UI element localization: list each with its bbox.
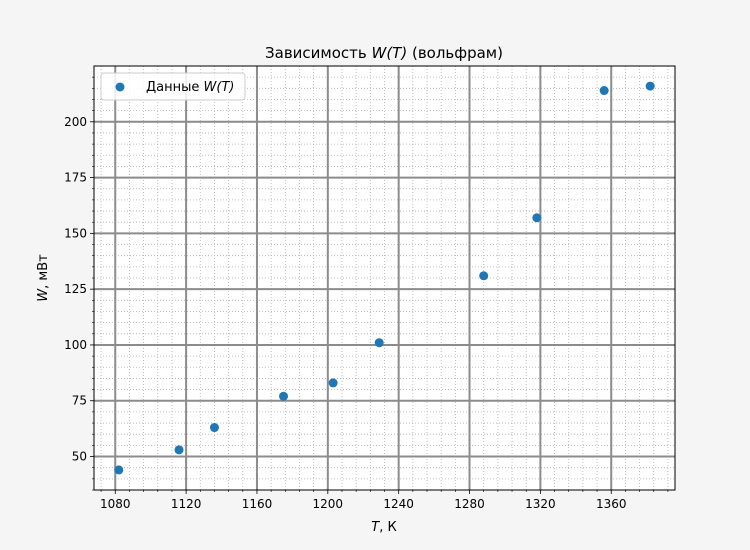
x-tick-label: 1280: [454, 497, 485, 511]
y-tick-label: 150: [64, 226, 87, 240]
legend-marker: [115, 82, 125, 92]
y-tick-label: 200: [64, 115, 87, 129]
data-point: [479, 271, 489, 281]
data-point: [279, 391, 289, 401]
legend: Данные W(T): [100, 72, 246, 101]
data-point: [114, 465, 124, 475]
y-tick-label: 75: [72, 394, 87, 408]
major-grid: [94, 66, 675, 490]
legend-label: Данные W(T): [146, 80, 234, 95]
scatter-points: [114, 81, 655, 475]
legend-box: [100, 72, 246, 101]
data-point: [532, 213, 542, 223]
x-tick-label: 1320: [525, 497, 556, 511]
data-point: [209, 423, 219, 433]
y-tick-label: 175: [64, 171, 87, 185]
data-point: [328, 378, 338, 388]
x-tick-label: 1360: [596, 497, 627, 511]
data-point: [645, 81, 655, 91]
data-point: [374, 338, 384, 348]
x-tick-label: 1080: [100, 497, 131, 511]
y-tick-label: 50: [72, 450, 87, 464]
data-point: [599, 86, 609, 96]
y-tick-label: 100: [64, 338, 87, 352]
plot-frame: [93, 65, 676, 491]
y-tick-label: 125: [64, 282, 87, 296]
x-tick-label: 1200: [313, 497, 344, 511]
y-axis-label: W, мВт: [36, 254, 51, 302]
x-tick-label: 1240: [383, 497, 414, 511]
chart-title: Зависимость W(T) (вольфрам): [265, 44, 503, 62]
x-tick-label: 1120: [171, 497, 202, 511]
data-point: [174, 445, 184, 455]
axis-ticks: 1080 1120 1160 1200 1240 1280 1320 1360 50 75 100 1…: [64, 76, 669, 511]
minor-grid: [94, 66, 675, 491]
x-axis-label: T, К: [371, 520, 396, 535]
x-tick-label: 1160: [242, 497, 273, 511]
